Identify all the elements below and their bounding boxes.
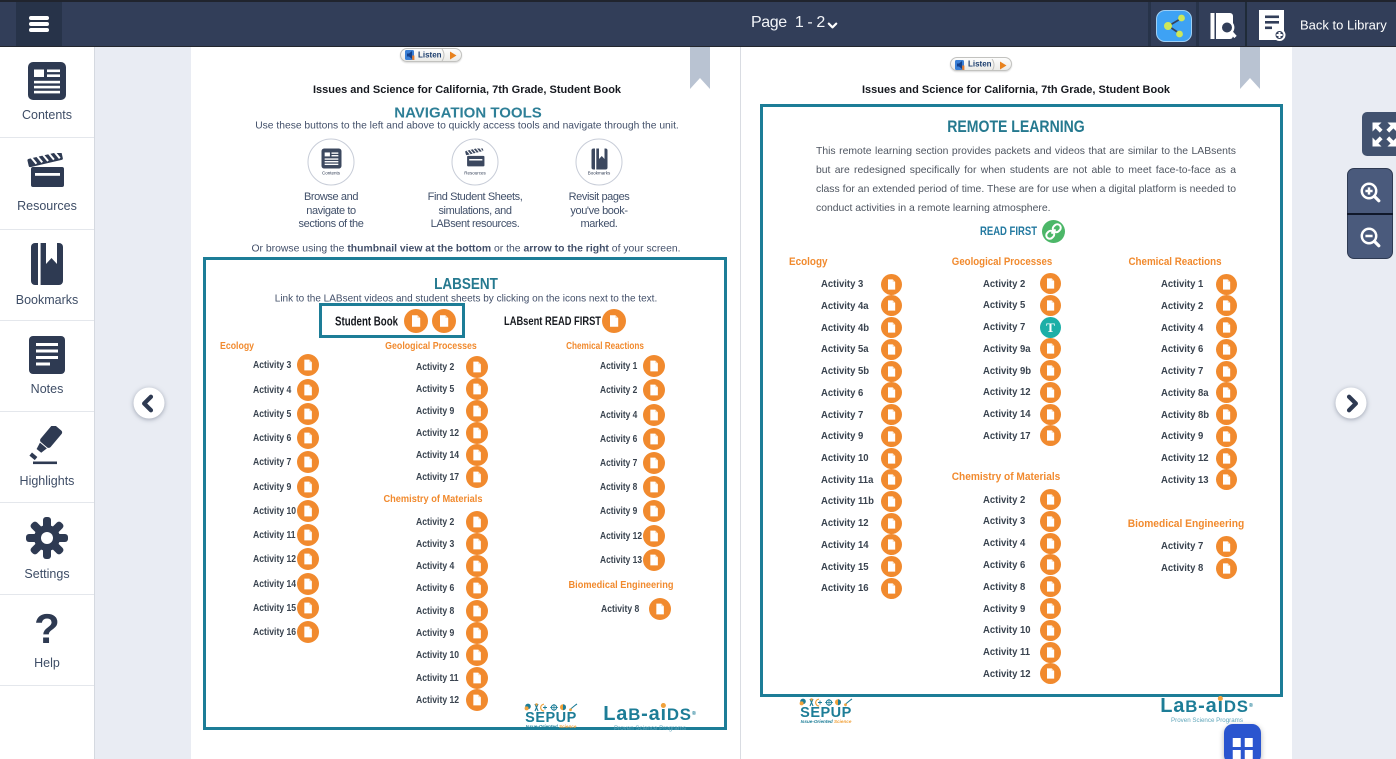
svg-text:T: T: [1046, 319, 1055, 334]
